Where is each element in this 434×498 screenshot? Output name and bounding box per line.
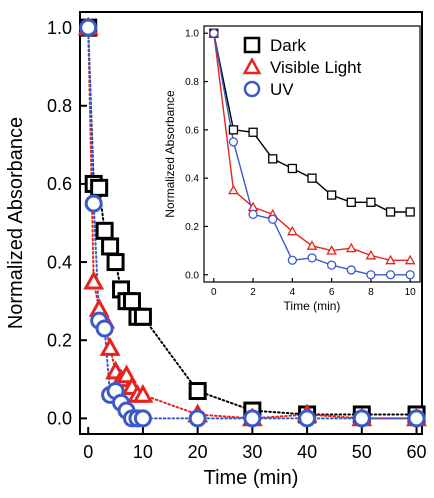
inset-x-tick-label: 6 — [329, 287, 335, 298]
main-data-point — [95, 319, 114, 338]
inset-y-tick-label: 1.0 — [185, 29, 199, 40]
inset-y-tick-label: 0.8 — [185, 77, 199, 88]
inset-y-tick-label: 0.2 — [185, 222, 199, 233]
legend-marker — [243, 80, 261, 98]
inset-data-point — [228, 184, 239, 195]
main-y-tick-label: 0.4 — [47, 252, 72, 272]
inset-data-point — [405, 270, 415, 280]
inset-data-point — [385, 254, 396, 265]
inset-x-tick-label: 2 — [250, 287, 256, 298]
main-data-point — [188, 409, 207, 428]
main-data-point — [243, 409, 262, 428]
main-data-point — [122, 292, 141, 311]
inset-plot-frame — [203, 25, 421, 283]
main-y-axis-title: Normalized Absorbance — [5, 117, 27, 329]
inset-data-point — [287, 163, 298, 174]
inset-data-point — [228, 125, 239, 135]
inset-x-tick-label: 4 — [290, 287, 296, 298]
main-data-point — [95, 221, 114, 240]
main-data-point — [116, 364, 137, 384]
main-x-tick-label: 20 — [188, 442, 208, 462]
main-data-point — [298, 409, 317, 428]
main-y-tick-label: 0.8 — [47, 96, 72, 116]
main-y-tick-label: 0.2 — [47, 331, 72, 351]
inset-y-tick-label: 0.6 — [185, 125, 199, 136]
inset-data-point — [307, 173, 317, 183]
main-data-point — [84, 194, 103, 213]
main-data-point — [407, 409, 426, 428]
main-x-axis-title: Time (min) — [204, 467, 299, 489]
inset-x-axis-title: Time (min) — [284, 299, 341, 313]
inset-y-tick-label: 0.4 — [185, 174, 199, 185]
main-data-point — [90, 178, 109, 197]
main-data-point — [79, 18, 98, 37]
main-data-point — [133, 409, 152, 428]
inset-data-point — [326, 245, 337, 255]
main-x-tick-label: 60 — [407, 442, 427, 462]
inset-x-tick-label: 10 — [405, 287, 417, 298]
inset-data-point — [365, 249, 377, 260]
inset-data-point — [268, 154, 278, 164]
main-x-tick-label: 10 — [133, 442, 153, 462]
inset-plot: 0 2 4 6 8 10 0.0 0.2 0.4 0.6 0.8 1.0 Time (min) Norma… — [163, 25, 421, 313]
inset-x-tick-label: 8 — [368, 287, 374, 298]
legend: Dark Visible Light UV — [242, 36, 362, 99]
inset-data-point — [248, 127, 258, 137]
main-y-tick-label: 0.0 — [47, 409, 72, 429]
inset-data-point — [307, 253, 317, 263]
inset-x-tick-label: 0 — [211, 287, 217, 298]
main-data-point — [188, 382, 207, 401]
inset-y-axis-title: Normalized Absorbance — [163, 90, 177, 218]
inset-data-point — [405, 207, 415, 217]
main-data-point — [133, 307, 152, 326]
inset-data-point — [385, 270, 396, 280]
inset-data-point — [366, 270, 376, 280]
main-y-tick-label: 1.0 — [47, 18, 72, 38]
main-x-tick-label: 30 — [242, 442, 262, 462]
inset-data-point — [287, 255, 298, 265]
main-data-point — [352, 409, 371, 428]
main-data-point — [83, 270, 105, 290]
main-data-point — [99, 337, 121, 356]
main-data-point — [106, 253, 125, 272]
main-y-tick-label: 0.6 — [47, 174, 72, 194]
legend-marker — [242, 57, 262, 75]
inset-data-point — [346, 265, 356, 275]
inset-y-tick-label: 0.0 — [185, 270, 199, 281]
main-series-line — [87, 26, 418, 420]
legend-label: UV — [270, 80, 294, 99]
inset-data-point — [404, 254, 416, 265]
legend-marker — [243, 36, 261, 54]
main-x-tick-label: 0 — [83, 442, 93, 462]
main-data-point — [132, 383, 154, 403]
legend-label: Visible Light — [270, 58, 362, 77]
inset-data-point — [345, 242, 357, 253]
legend-label: Dark — [270, 36, 306, 55]
main-x-tick-label: 50 — [352, 442, 372, 462]
inset-data-point — [326, 190, 337, 200]
inset-data-point — [268, 214, 278, 224]
inset-data-point — [306, 240, 318, 250]
inset-data-point — [248, 209, 258, 220]
inset-data-point — [326, 260, 337, 270]
main-data-point — [101, 237, 120, 256]
inset-data-point — [287, 225, 298, 236]
main-x-tick-label: 40 — [297, 442, 317, 462]
inset-data-point — [228, 137, 239, 147]
inset-data-point — [385, 207, 396, 217]
inset-data-point — [366, 197, 376, 207]
inset-data-point — [209, 28, 219, 38]
inset-data-point — [346, 197, 356, 207]
